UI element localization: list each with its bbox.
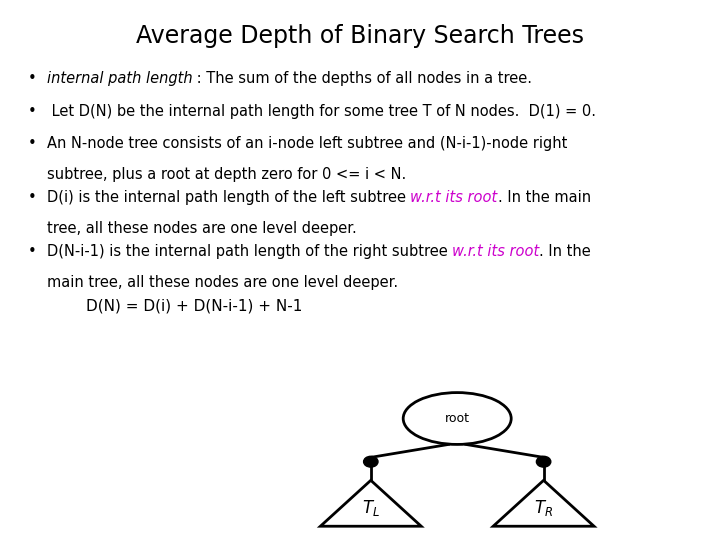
Text: D(i) is the internal path length of the left subtree: D(i) is the internal path length of the … bbox=[47, 190, 410, 205]
Text: D(N) = D(i) + D(N-i-1) + N-1: D(N) = D(i) + D(N-i-1) + N-1 bbox=[86, 298, 303, 313]
Text: •: • bbox=[27, 190, 36, 205]
Text: root: root bbox=[445, 412, 469, 425]
Circle shape bbox=[364, 456, 378, 467]
Text: . In the main: . In the main bbox=[498, 190, 591, 205]
Text: D(N-i-1) is the internal path length of the right subtree: D(N-i-1) is the internal path length of … bbox=[47, 244, 452, 259]
Text: : The sum of the depths of all nodes in a tree.: : The sum of the depths of all nodes in … bbox=[192, 71, 532, 86]
Text: . In the: . In the bbox=[539, 244, 591, 259]
Text: •: • bbox=[27, 71, 36, 86]
Text: $T_L$: $T_L$ bbox=[362, 497, 379, 518]
Text: Average Depth of Binary Search Trees: Average Depth of Binary Search Trees bbox=[136, 24, 584, 48]
Text: •: • bbox=[27, 104, 36, 119]
Text: internal path length: internal path length bbox=[47, 71, 192, 86]
Text: •: • bbox=[27, 136, 36, 151]
Text: w.r.t its root: w.r.t its root bbox=[452, 244, 539, 259]
Ellipse shape bbox=[403, 393, 511, 444]
Text: Let D(N) be the internal path length for some tree T of N nodes.  D(1) = 0.: Let D(N) be the internal path length for… bbox=[47, 104, 596, 119]
Text: $T_R$: $T_R$ bbox=[534, 497, 553, 518]
Text: tree, all these nodes are one level deeper.: tree, all these nodes are one level deep… bbox=[47, 221, 356, 237]
Text: An N-node tree consists of an i-node left subtree and (N-i-1)-node right: An N-node tree consists of an i-node lef… bbox=[47, 136, 567, 151]
Text: •: • bbox=[27, 244, 36, 259]
Text: w.r.t its root: w.r.t its root bbox=[410, 190, 498, 205]
Circle shape bbox=[536, 456, 551, 467]
Text: subtree, plus a root at depth zero for 0 <= i < N.: subtree, plus a root at depth zero for 0… bbox=[47, 167, 406, 183]
Text: main tree, all these nodes are one level deeper.: main tree, all these nodes are one level… bbox=[47, 275, 398, 291]
